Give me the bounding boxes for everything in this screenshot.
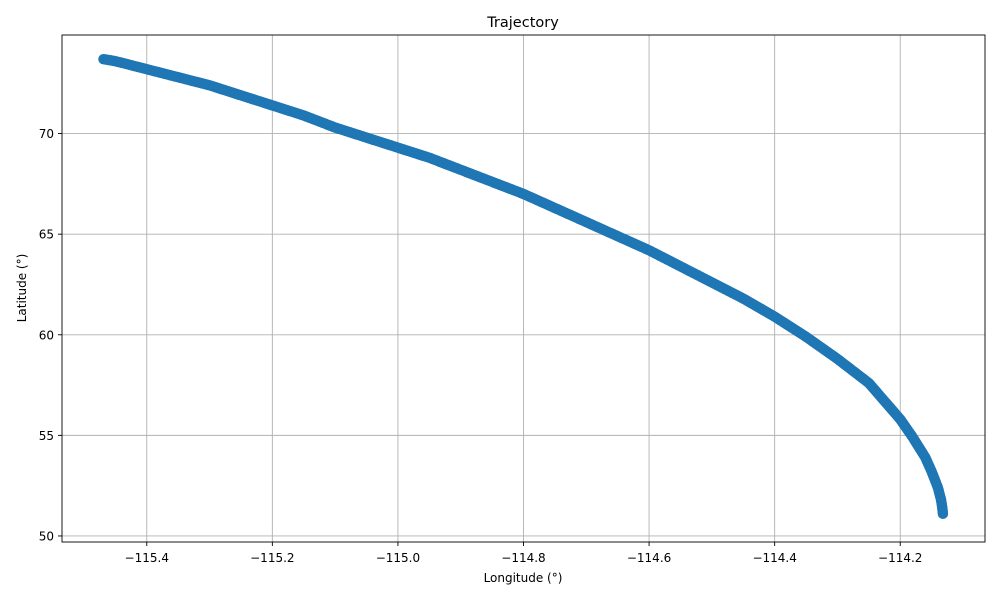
y-tick-label: 65 bbox=[39, 228, 54, 242]
x-tick-label: −114.6 bbox=[627, 551, 671, 565]
x-tick-label: −115.4 bbox=[125, 551, 169, 565]
y-axis-ticks: 50 55 60 65 70 bbox=[39, 127, 62, 543]
x-axis-label: Longitude (°) bbox=[484, 571, 563, 585]
x-axis-ticks: −115.4 −115.2 −115.0 −114.8 −114.6 −114.4 −114… bbox=[125, 542, 922, 565]
scatter-point bbox=[937, 508, 949, 520]
x-tick-label: −115.2 bbox=[250, 551, 294, 565]
scatter-points bbox=[98, 53, 949, 520]
y-axis-label: Latitude (°) bbox=[15, 254, 29, 323]
x-tick-label: −114.4 bbox=[752, 551, 796, 565]
grid-lines bbox=[62, 35, 985, 542]
chart-title: Trajectory bbox=[486, 15, 559, 31]
y-tick-label: 50 bbox=[39, 529, 54, 543]
x-tick-label: −114.2 bbox=[878, 551, 922, 565]
y-tick-label: 60 bbox=[39, 328, 54, 342]
x-tick-label: −115.0 bbox=[376, 551, 420, 565]
y-tick-label: 55 bbox=[39, 429, 54, 443]
y-tick-label: 70 bbox=[39, 127, 54, 141]
x-tick-label: −114.8 bbox=[501, 551, 545, 565]
